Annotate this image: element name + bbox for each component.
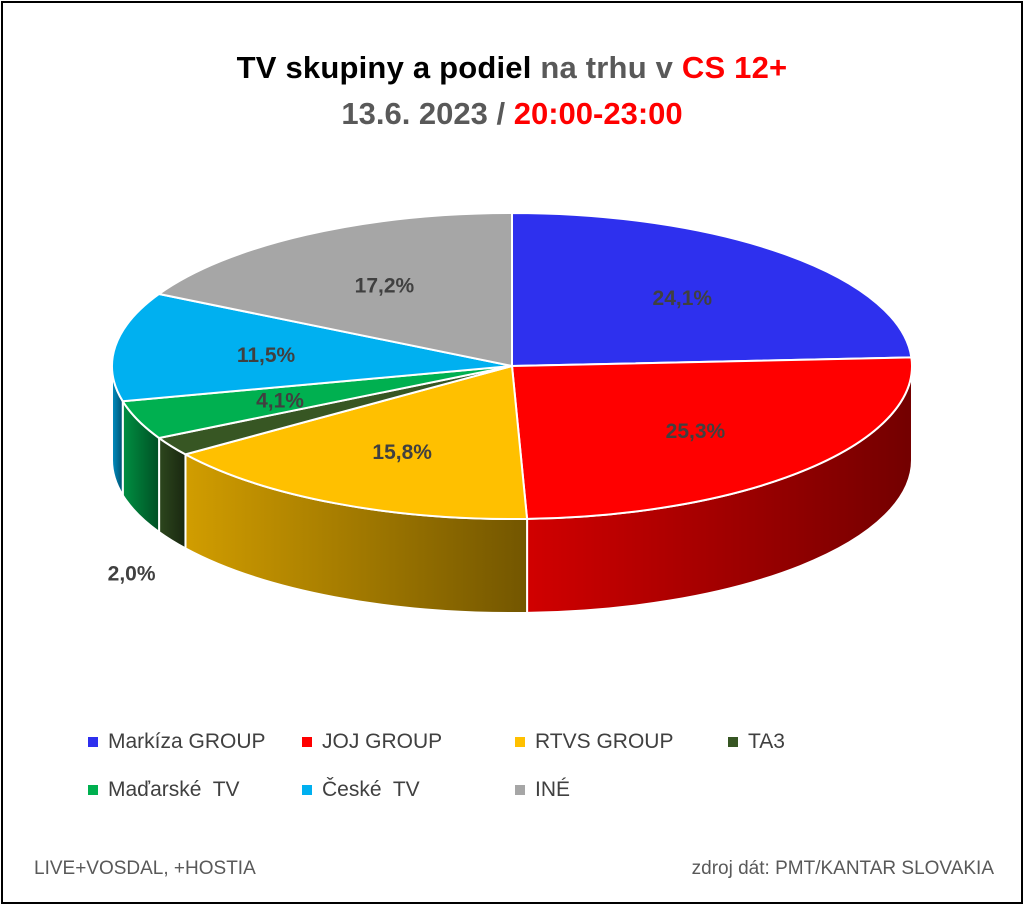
chart-subtitle: 13.6. 2023 / 20:00-23:00 [0, 96, 1024, 132]
data-label-madarske-tv: 4,1% [256, 390, 304, 413]
slice-side-ta3 [158, 436, 187, 551]
subtitle-time: 20:00-23:00 [513, 96, 683, 131]
chart-title: TV skupiny a podiel na trhu v CS 12+ [0, 50, 1024, 86]
footer-source: zdroj dát: PMT/KANTAR SLOVAKIA [691, 858, 994, 879]
data-label-rtvs-group: 15,8% [372, 441, 432, 464]
data-label-markiza-group: 24,1% [653, 287, 713, 310]
data-label-ceske-tv: 11,5% [237, 344, 296, 367]
slice-markiza-group [511, 212, 913, 367]
footer-note: LIVE+VOSDAL, +HOSTIA [34, 858, 256, 879]
title-part-3: CS 12+ [681, 50, 788, 85]
title-part-2: na trhu v [531, 50, 682, 85]
data-label-ta3: 2,0% [108, 562, 156, 585]
title-part-1: TV skupiny a podiel [236, 50, 532, 85]
data-label-ine: 17,2% [355, 275, 415, 298]
slice-ceske-tv [111, 292, 513, 403]
slice-joj-group [511, 356, 913, 520]
slice-rtvs-group [184, 365, 529, 520]
slice-ine [158, 212, 513, 367]
data-label-joj-group: 25,3% [666, 420, 726, 443]
subtitle-date: 13.6. 2023 / [341, 96, 514, 131]
